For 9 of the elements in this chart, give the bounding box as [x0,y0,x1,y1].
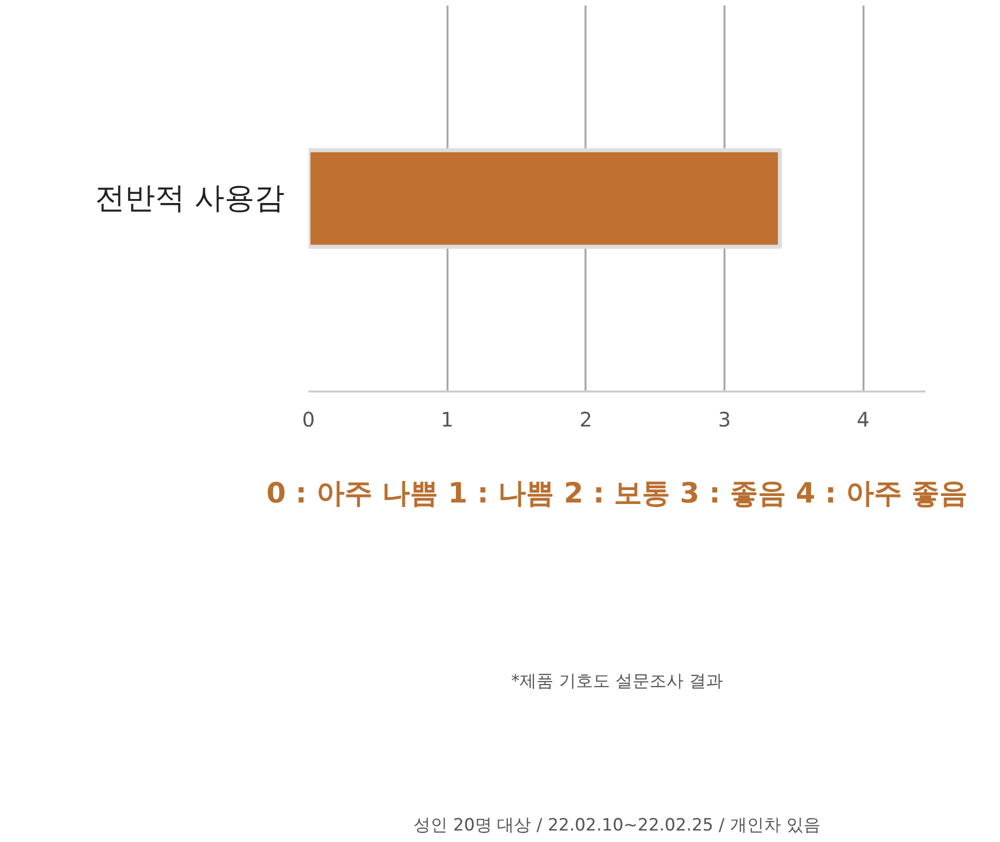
y-tick-label: 전반적 사용감 [94,181,285,216]
text: 0 : 아주 나쁨 1 : 나쁨 2 : 보통 3 : 좋음 4 : 아주 좋음 [266,476,968,510]
text: *제품 기호도 설문조사 결과 [511,672,723,692]
x-tick-label: 2 [579,408,592,432]
x-tick-label: 3 [718,408,731,432]
text: 성인 20명 대상 / 22.02.10~22.02.25 / 개인차 있음 [414,816,820,836]
x-tick-label: 1 [440,408,454,432]
x-tick-label: 0 [302,408,315,432]
x-tick-label: 4 [856,408,870,432]
